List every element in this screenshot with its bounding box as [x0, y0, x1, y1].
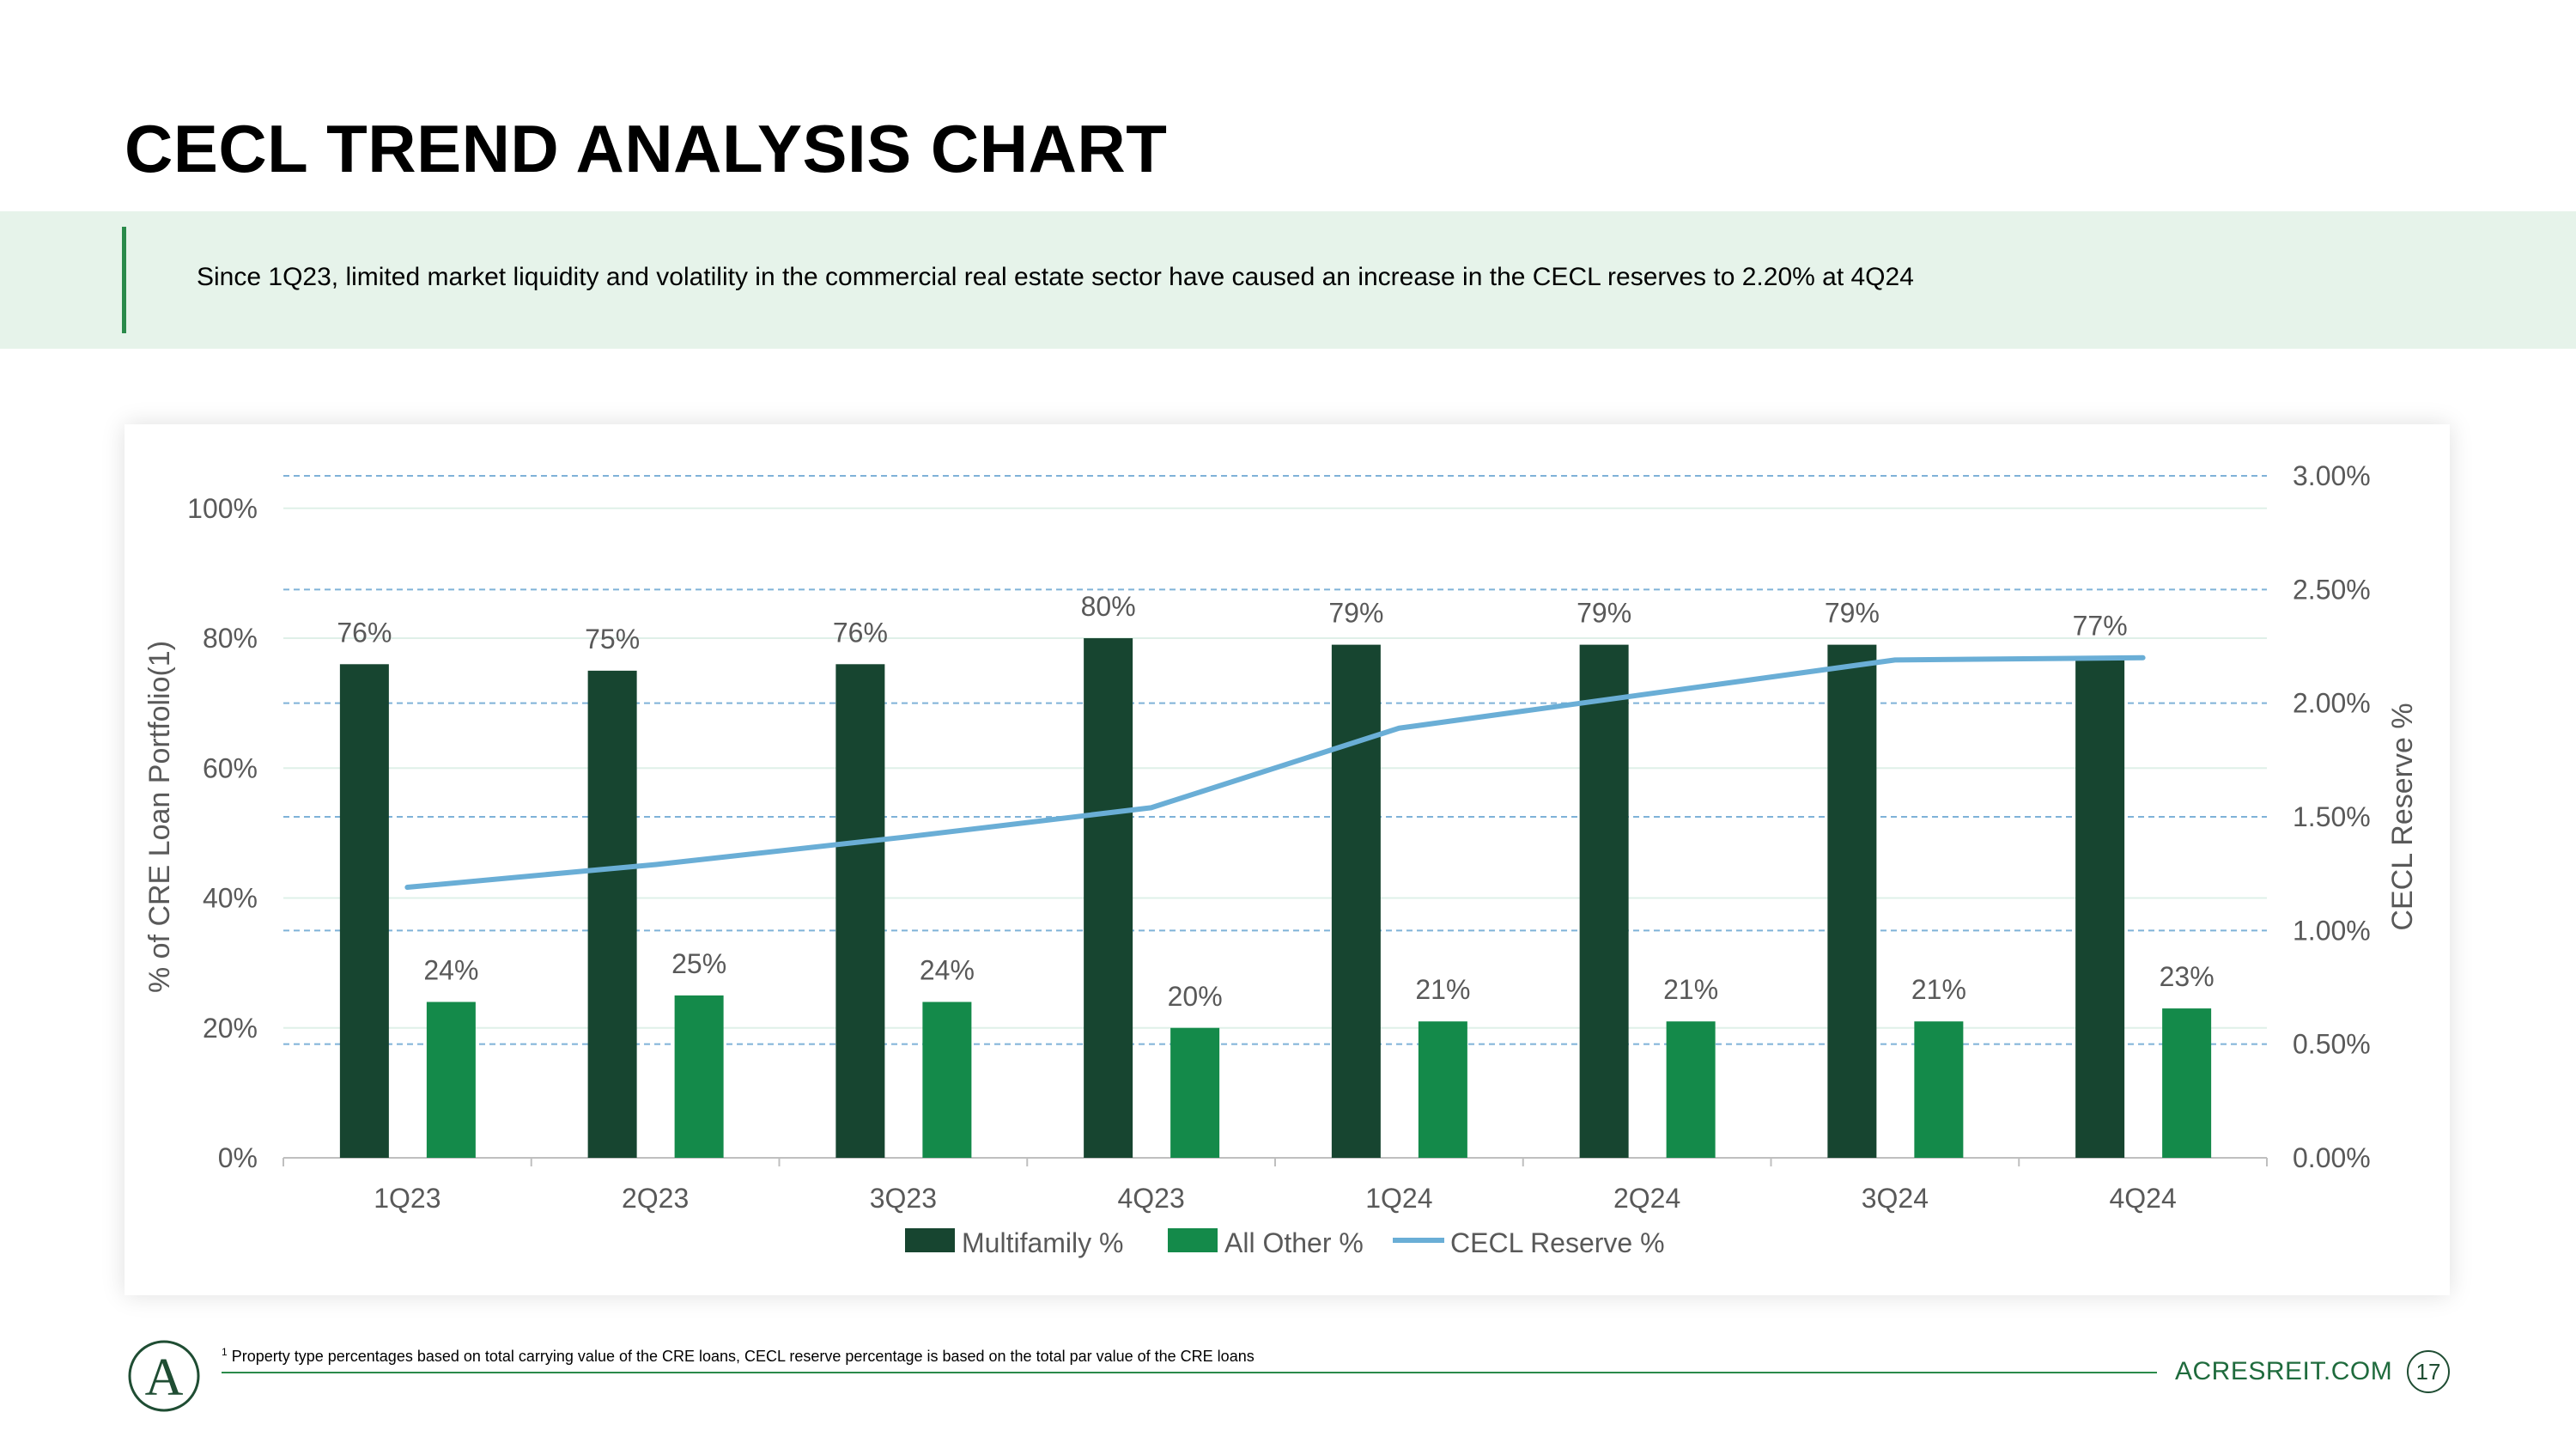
left-axis-tick-label: 80%: [203, 623, 258, 654]
multifamily-data-label: 75%: [585, 624, 640, 654]
multifamily-data-label: 79%: [1328, 598, 1383, 629]
x-axis-tick-label: 3Q24: [1862, 1183, 1929, 1214]
right-axis-tick-label: 0.50%: [2293, 1029, 2371, 1060]
right-axis-tick-label: 3.00%: [2293, 460, 2371, 491]
logo-letter: A: [145, 1349, 184, 1407]
cecl-reserve-line: [404, 654, 2146, 891]
all-other-data-label: 20%: [1168, 981, 1223, 1012]
left-axis-title: % of CRE Loan Portfolio(1): [143, 641, 176, 993]
all-other-bar: [674, 995, 724, 1158]
all-other-data-label: 24%: [423, 955, 478, 986]
multifamily-bar: [1579, 644, 1629, 1158]
all-other-bar: [2162, 1008, 2212, 1158]
chart-card: 0% 20% 40% 60% 80% 100% 0.00% 0.50% 1.00% 1.50% 2.…: [125, 424, 2450, 1295]
x-axis-tick-label: 4Q24: [2109, 1183, 2176, 1214]
x-axis-tick-label: 1Q24: [1365, 1183, 1432, 1214]
left-axis-tick-label: 0%: [218, 1142, 258, 1173]
multifamily-data-label: 79%: [1825, 598, 1880, 629]
summary-banner: Since 1Q23, limited market liquidity and…: [0, 211, 2576, 349]
x-axis-tick-label: 2Q23: [622, 1183, 689, 1214]
multifamily-data-label: 80%: [1081, 591, 1136, 622]
cecl-trend-chart: 0% 20% 40% 60% 80% 100% 0.00% 0.50% 1.00% 1.50% 2.…: [143, 460, 2419, 1258]
right-axis-tick-label: 1.00%: [2293, 915, 2371, 946]
multifamily-data-label: 77%: [2073, 611, 2128, 642]
x-axis-tick-label: 1Q23: [374, 1183, 440, 1214]
multifamily-bar: [1331, 644, 1381, 1158]
all-other-data-label: 23%: [2160, 961, 2215, 992]
website-link[interactable]: ACRESREIT.COM: [2175, 1357, 2393, 1385]
all-other-data-label: 21%: [1663, 974, 1718, 1005]
page-number: 17: [2407, 1350, 2450, 1393]
legend-multifamily-swatch: [905, 1228, 955, 1252]
multifamily-bar: [1084, 638, 1133, 1158]
multifamily-data-label: 76%: [337, 617, 392, 648]
footnote-marker: 1: [222, 1346, 228, 1358]
right-axis-title: CECL Reserve %: [2386, 703, 2419, 930]
all-other-bar: [1666, 1021, 1716, 1158]
right-axis-tick-label: 0.00%: [2293, 1142, 2371, 1173]
right-axis-tick-label: 2.50%: [2293, 574, 2371, 605]
banner-accent-bar: [122, 227, 126, 333]
page-title: CECL TREND ANALYSIS CHART: [125, 111, 1168, 186]
multifamily-bar: [2075, 657, 2125, 1158]
left-axis-tick-label: 20%: [203, 1013, 258, 1044]
multifamily-data-label: 76%: [833, 617, 888, 648]
all-other-bar: [922, 1002, 972, 1158]
footer-divider: [222, 1372, 2157, 1373]
all-other-bar: [1418, 1021, 1467, 1158]
right-axis-tick-label: 1.50%: [2293, 801, 2371, 832]
multifamily-bar: [339, 664, 389, 1158]
all-other-data-label: 21%: [1415, 974, 1470, 1005]
legend-all-other-swatch: [1168, 1228, 1218, 1252]
all-other-bar: [1170, 1027, 1220, 1158]
right-axis-tick-label: 2.00%: [2293, 688, 2371, 719]
footnote: 1 Property type percentages based on tot…: [222, 1346, 1255, 1366]
left-axis-tick-label: 60%: [203, 752, 258, 783]
banner-text: Since 1Q23, limited market liquidity and…: [197, 263, 1914, 291]
x-axis-tick-label: 2Q24: [1613, 1183, 1680, 1214]
all-other-bar: [1914, 1021, 1964, 1158]
multifamily-bar: [1827, 644, 1877, 1158]
left-axis-tick-label: 40%: [203, 883, 258, 914]
all-other-data-label: 25%: [671, 948, 726, 979]
multifamily-bar: [835, 664, 885, 1158]
multifamily-data-label: 79%: [1577, 598, 1631, 629]
legend-cecl-label: CECL Reserve %: [1450, 1227, 1665, 1258]
all-other-data-label: 24%: [920, 955, 975, 986]
multifamily-bar: [587, 670, 637, 1158]
all-other-bar: [426, 1002, 476, 1158]
x-axis-tick-label: 4Q23: [1117, 1183, 1184, 1214]
footnote-text: Property type percentages based on total…: [231, 1348, 1255, 1365]
legend-all-other-label: All Other %: [1224, 1227, 1364, 1258]
all-other-data-label: 21%: [1911, 974, 1966, 1005]
left-axis-tick-label: 100%: [187, 493, 258, 524]
x-axis-tick-label: 3Q23: [870, 1183, 937, 1214]
legend-multifamily-label: Multifamily %: [962, 1227, 1123, 1258]
acres-logo-icon: A: [128, 1340, 200, 1412]
